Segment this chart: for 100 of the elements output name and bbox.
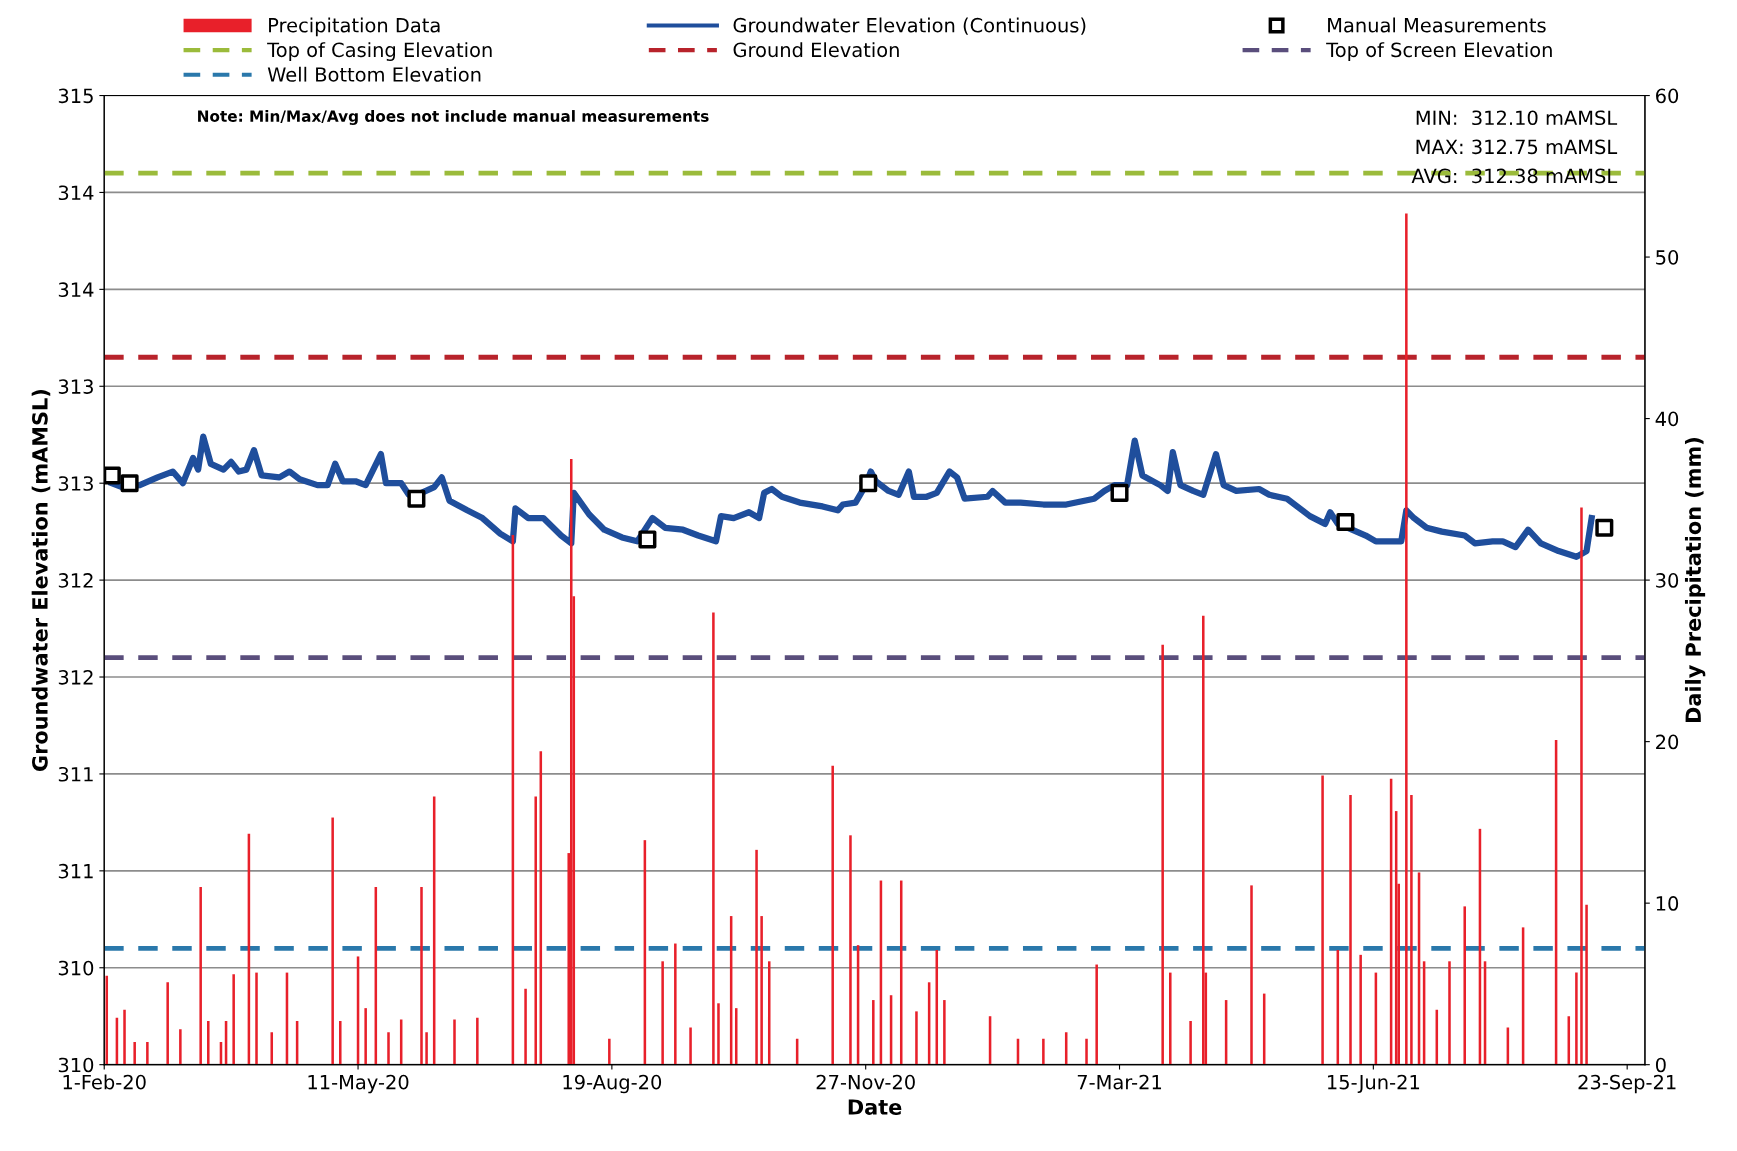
y-tick-label: 312 [58, 669, 93, 685]
y-tick-label: 313 [58, 476, 93, 491]
point [407, 489, 426, 508]
bar [255, 972, 258, 1065]
bar [331, 817, 334, 1065]
bar [1405, 213, 1408, 1065]
x-axis-title: Date [848, 1099, 902, 1115]
point [1110, 483, 1129, 502]
bar [534, 796, 537, 1065]
bar [207, 1021, 210, 1065]
point [1336, 512, 1355, 531]
bar [849, 835, 852, 1065]
y-tick-label: 310 [58, 1057, 94, 1073]
bar [1321, 775, 1324, 1065]
y2-tick-label: 40 [1655, 411, 1679, 427]
y2-tick-label: 20 [1656, 734, 1679, 750]
legend-label: Ground Elevation [733, 42, 899, 58]
point [859, 474, 878, 493]
bar [899, 880, 903, 1065]
bar [1095, 964, 1098, 1065]
y-tick-label: 314 [58, 185, 94, 201]
bar [674, 943, 677, 1065]
bar [339, 1021, 342, 1065]
bar [1448, 961, 1451, 1065]
point [104, 466, 121, 485]
bar [1463, 906, 1466, 1065]
bar [734, 1008, 738, 1065]
bar [760, 916, 763, 1065]
x-tick-label: 1-Feb-20 [63, 1074, 146, 1090]
bar [232, 974, 235, 1065]
bar [1161, 644, 1164, 1065]
bar [831, 765, 834, 1065]
bar [425, 1032, 428, 1065]
bar [1580, 507, 1583, 1065]
bar [1250, 885, 1253, 1065]
bar [1585, 904, 1588, 1065]
bar [943, 1000, 946, 1065]
bar [524, 988, 527, 1065]
bar [146, 1042, 149, 1065]
bar [123, 1009, 126, 1065]
x-tick-label: 19-Aug-20 [563, 1074, 662, 1094]
bar [1410, 794, 1413, 1065]
bar [1349, 794, 1352, 1065]
bar [133, 1042, 136, 1065]
y-tick-label: 311 [58, 863, 93, 879]
annotation: MIN: 312.10 mAMSL [1416, 110, 1618, 126]
bar [453, 1019, 456, 1065]
bar [569, 458, 573, 1065]
bar [364, 1008, 367, 1065]
y-tick-label: 312 [58, 573, 93, 588]
bar [199, 887, 202, 1065]
bar [1085, 1038, 1088, 1065]
bar [179, 1029, 182, 1065]
bar [935, 949, 939, 1065]
y-tick-label: 313 [58, 379, 93, 394]
bar [270, 1032, 274, 1065]
bar [608, 1038, 611, 1065]
legend-label: Manual Measurements [1328, 17, 1546, 33]
legend-label: Groundwater Elevation (Continuous) [733, 17, 1086, 35]
annotation: AVG: 312.38 mAMSL [1411, 168, 1618, 184]
bar [689, 1027, 692, 1065]
y2-tick-label: 0 [1655, 1057, 1666, 1073]
point [638, 530, 657, 549]
legend-label: Top of Screen Elevation [1326, 42, 1552, 61]
annotation: Note: Min/Max/Avg does not include manual measurements [198, 110, 709, 125]
bar [712, 612, 715, 1065]
bar [387, 1032, 390, 1065]
y-tick-label: 315 [58, 88, 93, 104]
x-tick-label: 23-Sep-21 [1578, 1074, 1676, 1094]
y-axis-title: Groundwater Elevation (mAMSL) [31, 390, 51, 771]
y2-tick-label: 30 [1656, 573, 1679, 588]
bar [915, 1011, 918, 1065]
bar [755, 849, 758, 1065]
bar [872, 1000, 875, 1065]
y2-tick-label: 50 [1656, 250, 1679, 265]
point [120, 474, 139, 493]
bar [1169, 972, 1172, 1065]
bar [1189, 1021, 1192, 1065]
legend-label: Top of Casing Elevation [267, 42, 492, 61]
legend-label: Well Bottom Elevation [267, 66, 481, 82]
x-tick-label: 11-May-20 [308, 1074, 409, 1094]
bar [1042, 1038, 1045, 1065]
point [1595, 518, 1614, 537]
y-tick-label: 310 [58, 960, 94, 976]
annotation: MAX: 312.75 mAMSL [1416, 139, 1618, 155]
bar [1202, 615, 1205, 1065]
bar [420, 887, 423, 1065]
y-tick-label: 311 [58, 766, 93, 782]
bar [1359, 954, 1362, 1065]
y2-tick-label: 60 [1656, 88, 1679, 104]
legend-label: Precipitation Data [269, 17, 440, 37]
y2-tick-label: 10 [1656, 896, 1679, 911]
x-tick-label: 15-Jun-21 [1327, 1074, 1420, 1094]
bar [767, 961, 771, 1065]
bar [166, 982, 169, 1065]
x-tick-label: 7-Mar-21 [1077, 1074, 1162, 1090]
bar [1575, 972, 1578, 1065]
y-tick-label: 314 [58, 282, 94, 298]
bar [105, 975, 109, 1065]
bar [661, 961, 664, 1065]
